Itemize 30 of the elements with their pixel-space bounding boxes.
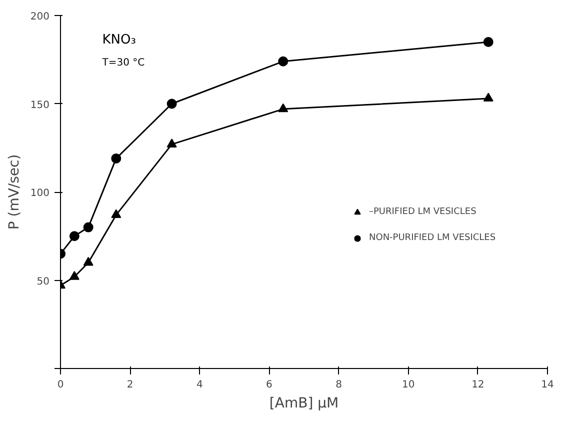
x-tick-label: 2 <box>126 380 134 390</box>
point <box>69 271 80 280</box>
x-tick-label: 4 <box>196 380 203 390</box>
point <box>69 231 80 242</box>
annotation: KNO₃ <box>102 32 136 48</box>
x-tick-label: 6 <box>266 380 272 390</box>
point <box>111 209 122 218</box>
annotation: T=30 °C <box>101 57 145 68</box>
point <box>166 138 177 148</box>
x-tick-label: 14 <box>541 380 554 390</box>
x-tick-label: 0 <box>57 380 64 390</box>
point <box>483 92 494 102</box>
point <box>278 56 288 66</box>
legend-label: NON-PURIFIED LM VESICLES <box>369 233 496 243</box>
y-tick-label: 100 <box>30 188 50 199</box>
x-axis-title: [AmB] µM <box>269 396 339 412</box>
point <box>483 36 494 47</box>
x-tick-label: 8 <box>336 380 342 390</box>
point <box>111 153 122 164</box>
point <box>83 222 94 232</box>
point <box>83 256 94 266</box>
x-tick-label: 12 <box>472 380 484 390</box>
y-tick-label: 50 <box>36 276 50 288</box>
point <box>278 103 288 112</box>
x-tick-label: 10 <box>402 380 415 390</box>
legend-label: –PURIFIED LM VESICLES <box>369 207 476 217</box>
y-tick-label: 150 <box>30 100 50 111</box>
point <box>166 98 177 109</box>
y-tick-label: 200 <box>30 12 50 22</box>
y-axis-title: P (mV/sec) <box>6 154 22 230</box>
